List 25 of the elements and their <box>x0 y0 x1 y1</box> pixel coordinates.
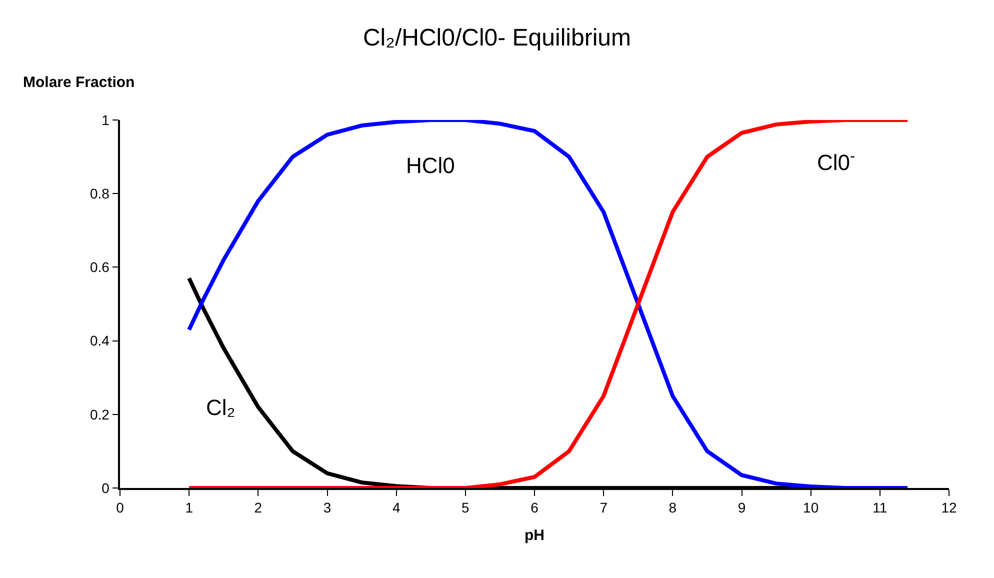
x-tick-label: 9 <box>738 500 746 516</box>
y-tick-label: 0 <box>102 480 110 496</box>
chart-title: Cl₂/HCl0/Cl0- Equilibrium <box>362 24 632 52</box>
x-tick-label: 12 <box>941 500 957 516</box>
x-axis-title: pH <box>524 527 544 544</box>
x-tick-label: 2 <box>254 500 262 516</box>
y-axis-title: Molare Fraction <box>23 74 135 91</box>
x-tick-label: 11 <box>872 500 888 516</box>
y-tick-label: 0.6 <box>90 259 110 276</box>
y-tick-label: 0.8 <box>90 186 110 202</box>
series-label: Cl₂ <box>206 395 236 420</box>
x-tick-label: 4 <box>392 500 400 516</box>
x-tick-label: 10 <box>803 500 819 516</box>
series-label: Cl0$^{-}$ <box>817 148 856 176</box>
y-tick-label: 1 <box>102 112 110 128</box>
y-tick-label: 0.2 <box>90 406 110 422</box>
series-label: HCl0 <box>406 153 455 178</box>
x-tick-label: 1 <box>185 500 194 516</box>
x-tick-label: 5 <box>462 500 470 516</box>
x-tick-label: 3 <box>323 500 332 516</box>
x-tick-label: 7 <box>600 500 608 516</box>
x-tick-label: 0 <box>116 500 124 516</box>
y-tick-label: 0.4 <box>90 332 110 349</box>
x-tick-label: 8 <box>668 500 677 516</box>
x-tick-label: 6 <box>530 500 539 516</box>
